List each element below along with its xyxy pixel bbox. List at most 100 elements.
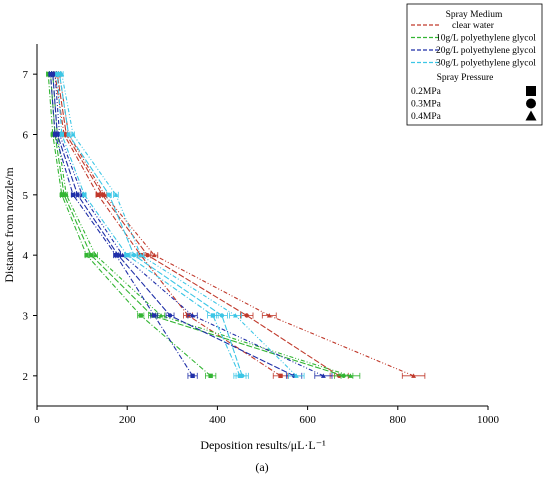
data-point — [46, 71, 51, 77]
x-tick-label: 200 — [119, 414, 136, 426]
series-line — [55, 71, 349, 379]
data-point — [59, 132, 65, 137]
data-point — [61, 132, 67, 137]
legend-label: 30g/L polyethylene glycol — [436, 59, 536, 69]
data-point — [70, 132, 76, 137]
series-path — [56, 74, 340, 377]
data-point — [93, 252, 99, 258]
y-tick-label: 3 — [23, 311, 29, 323]
series-line — [59, 71, 305, 379]
legend-label: clear water — [452, 21, 495, 31]
data-point — [120, 252, 126, 258]
series-line — [46, 71, 217, 379]
y-tick-label: 4 — [23, 250, 29, 262]
data-point — [82, 192, 87, 198]
data-point — [219, 313, 225, 318]
data-point — [125, 252, 130, 258]
data-point — [59, 71, 65, 77]
data-point — [151, 252, 157, 258]
series-path — [59, 74, 243, 377]
data-point — [240, 373, 245, 379]
data-point — [84, 252, 89, 258]
series-path — [52, 74, 295, 377]
data-point — [152, 313, 157, 318]
data-point — [66, 132, 71, 137]
data-point — [293, 373, 299, 378]
series-line — [57, 71, 249, 379]
data-point — [167, 313, 173, 318]
y-tick-label: 5 — [23, 190, 29, 202]
x-tick-label: 0 — [34, 414, 40, 426]
data-point — [208, 373, 213, 379]
x-tick-label: 800 — [390, 414, 407, 426]
x-tick-label: 400 — [209, 414, 226, 426]
series-line — [50, 71, 303, 379]
series-path — [61, 74, 297, 377]
data-point — [88, 252, 94, 258]
legend-label: 0.4MPa — [411, 112, 442, 122]
x-axis-title: Deposition results/μL·L⁻¹ — [200, 438, 326, 452]
series-line — [57, 71, 426, 379]
data-point — [115, 252, 121, 258]
legend-label: 20g/L polyethylene glycol — [436, 46, 536, 56]
data-point — [48, 71, 53, 77]
data-point — [190, 313, 196, 318]
data-point — [158, 313, 164, 318]
data-point — [348, 373, 353, 378]
legend-media-items: clear water 10g/L polyethylene glycol 20g/… — [411, 21, 536, 69]
data-point — [102, 192, 108, 197]
legend-medium-title: Spray Medium — [446, 10, 503, 20]
data-point — [320, 373, 326, 378]
series-path — [49, 74, 344, 377]
legend-marker-icon — [526, 86, 536, 96]
data-point — [266, 313, 272, 318]
figure-caption: (a) — [255, 460, 268, 474]
data-point — [59, 192, 65, 198]
data-point — [55, 71, 60, 77]
data-point — [190, 373, 195, 379]
series-path — [52, 74, 351, 377]
axes — [33, 44, 489, 410]
legend-marker-icon — [525, 110, 537, 121]
data-point — [70, 192, 76, 198]
y-axis-title: Distance from nozzle/m — [2, 167, 16, 283]
series-path — [49, 74, 194, 377]
series-line — [48, 71, 198, 379]
tick-labels: 0 200 400 600 800 1000 2 3 4 5 6 7 — [23, 69, 500, 426]
series-path — [56, 74, 241, 377]
data-point — [138, 313, 143, 318]
y-tick-label: 2 — [23, 371, 29, 383]
data-point — [63, 192, 69, 197]
legend-pressure-title: Spray Pressure — [437, 73, 494, 83]
legend: Spray Medium clear water 10g/L polyethyle… — [406, 3, 543, 126]
legend-label: 0.3MPa — [411, 100, 442, 110]
legend-label: 0.2MPa — [411, 87, 442, 97]
data-point — [411, 373, 417, 378]
data-point — [106, 192, 112, 198]
data-point — [113, 192, 119, 197]
data-point — [50, 132, 55, 137]
data-point — [131, 252, 137, 258]
series-path — [59, 74, 414, 377]
data-point — [138, 252, 144, 258]
data-point — [233, 313, 238, 318]
data-point — [95, 192, 101, 198]
series-path — [54, 74, 281, 377]
legend-pressure-items: 0.2MPa 0.3MPa 0.4MPa — [411, 86, 537, 122]
y-tick-label: 7 — [23, 69, 29, 81]
series-line — [52, 71, 333, 379]
data-point — [278, 373, 283, 379]
legend-label: 10g/L polyethylene glycol — [436, 34, 536, 44]
legend-marker-icon — [526, 98, 536, 109]
data-point — [244, 313, 249, 318]
x-tick-label: 1000 — [477, 414, 500, 426]
data-point — [52, 132, 58, 137]
series-path — [54, 74, 324, 377]
y-tick-label: 6 — [23, 130, 29, 142]
series-layer — [46, 71, 426, 379]
x-tick-label: 600 — [299, 414, 316, 426]
data-point — [145, 252, 150, 258]
data-point — [210, 313, 216, 318]
legend-box — [406, 3, 543, 126]
